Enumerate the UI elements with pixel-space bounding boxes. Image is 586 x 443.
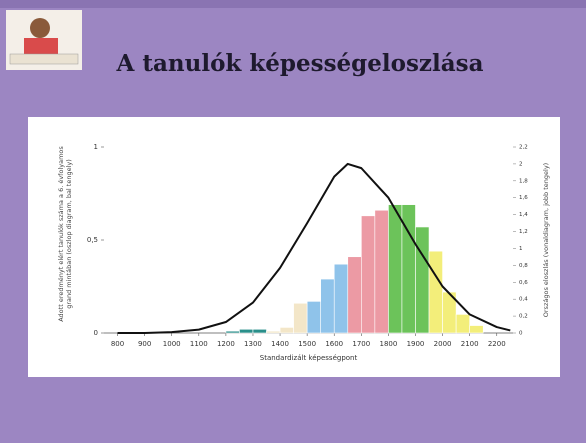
bar — [293, 302, 308, 334]
y2-tick-label: 1,2 — [519, 229, 528, 235]
photo-head — [30, 18, 50, 38]
x-tick-label: 1600 — [325, 340, 343, 348]
bar — [225, 330, 240, 334]
y2-tick-label: 1,8 — [519, 178, 528, 184]
x-tick-label: 1300 — [244, 340, 262, 348]
x-tick-label: 2200 — [488, 340, 506, 348]
y2-tick-label: 0,2 — [519, 314, 528, 320]
x-tick-label: 1200 — [217, 340, 235, 348]
bar — [374, 209, 389, 334]
x-tick-label: 2000 — [434, 340, 452, 348]
x-tick-label: 900 — [138, 340, 151, 348]
y-axis-label: Adott eredményt elért tanulók száma a 6.… — [57, 146, 73, 322]
x-tick-label: 1000 — [163, 340, 181, 348]
x-tick-label: 1900 — [407, 340, 425, 348]
y2-tick-label: 2,2 — [519, 145, 528, 151]
y2-axis-label: Országos eloszlás (vonaldiagram, jobb te… — [542, 162, 550, 318]
photo-book — [9, 53, 79, 65]
x-tick-label: 1100 — [190, 340, 208, 348]
y-tick-label: 1 — [94, 143, 98, 151]
y-tick-label: 0,5 — [87, 236, 98, 244]
x-axis-label: Standardizált képességpont — [260, 354, 358, 362]
x-tick-label: 1400 — [271, 340, 289, 348]
x-tick-label: 1700 — [352, 340, 370, 348]
chart-area — [28, 117, 560, 377]
y2-tick-label: 0 — [519, 331, 523, 337]
plot: 800 900 1000 1100 1200 1300 1400 1500 1600 1700 18… — [87, 143, 528, 362]
x-tick-label: 1800 — [379, 340, 397, 348]
y2-tick-label: 0,8 — [519, 263, 528, 269]
bar — [469, 325, 484, 334]
bar — [333, 263, 349, 334]
bar — [306, 301, 321, 334]
slide-title: A tanulók képességeloszlása — [116, 50, 484, 77]
bar — [320, 278, 335, 334]
y2-tick-label: 2 — [519, 161, 523, 167]
bar — [239, 328, 254, 334]
bar — [361, 215, 376, 334]
photo-body — [24, 38, 58, 54]
bar — [279, 327, 294, 334]
bar — [347, 256, 362, 334]
y-tick-label: 0 — [94, 329, 98, 337]
x-tick-label: 2100 — [461, 340, 479, 348]
y2-tick-label: 1 — [519, 246, 523, 252]
curve — [117, 162, 511, 334]
y2-tick-label: 0,6 — [519, 280, 528, 286]
bar — [455, 314, 470, 334]
bar — [252, 328, 267, 334]
x-tick-label: 800 — [111, 340, 124, 348]
bar — [266, 330, 281, 334]
x-tick-label: 1500 — [298, 340, 316, 348]
bar — [428, 250, 443, 334]
y2-tick-label: 1,6 — [519, 195, 528, 201]
bar — [415, 226, 430, 334]
top-band — [0, 0, 586, 8]
y2-tick-label: 1,4 — [519, 212, 528, 218]
bar — [388, 204, 403, 334]
y2-tick-label: 0,4 — [519, 297, 528, 303]
